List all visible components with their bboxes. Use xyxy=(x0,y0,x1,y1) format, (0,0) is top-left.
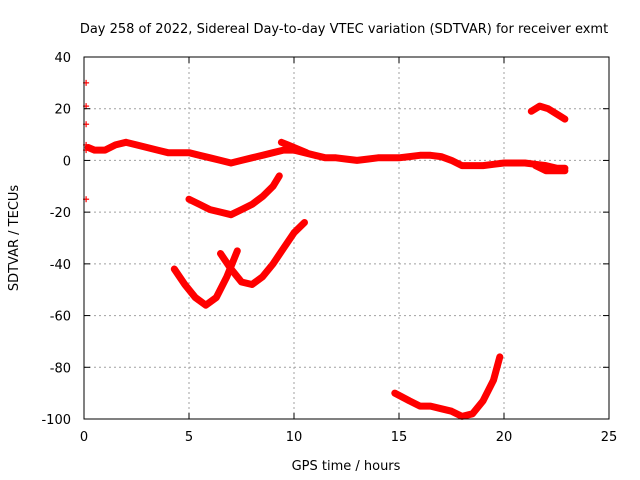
y-tick-label: -20 xyxy=(50,206,71,221)
series-arc-20-top xyxy=(527,102,569,123)
plot-frame xyxy=(83,56,610,420)
y-tick-label: -60 xyxy=(50,310,71,325)
x-tick-labels: 0 5 10 15 20 25 xyxy=(80,430,617,445)
series-arc-95 xyxy=(391,353,504,420)
y-tick-label: 40 xyxy=(54,51,71,66)
chart-title: Day 258 of 2022, Sidereal Day-to-day VTE… xyxy=(80,22,608,37)
y-tick-label: -100 xyxy=(41,413,71,428)
x-tick-label: 0 xyxy=(80,430,88,445)
series-arc-40a xyxy=(170,247,241,309)
y-tick-labels: -100 -80 -60 -40 -20 0 20 40 xyxy=(41,51,71,428)
y-tick-label: 0 xyxy=(63,154,71,169)
series-arc-20 xyxy=(185,172,283,219)
grid-layer xyxy=(84,57,609,419)
series-main-lower-band xyxy=(532,162,569,175)
x-tick-label: 25 xyxy=(601,430,618,445)
series-main-upper-band xyxy=(277,138,311,157)
x-tick-label: 10 xyxy=(286,430,303,445)
y-tick-label: -40 xyxy=(50,258,71,273)
series-layer xyxy=(84,102,569,420)
y-tick-label: -80 xyxy=(50,361,71,376)
y-tick-label: 20 xyxy=(54,103,71,118)
series-main xyxy=(84,138,569,172)
x-tick-label: 20 xyxy=(496,430,513,445)
x-tick-label: 5 xyxy=(185,430,193,445)
x-tick-label: 15 xyxy=(391,430,408,445)
tick-layer xyxy=(83,56,610,420)
y-axis-label: SDTVAR / TECUs xyxy=(7,185,22,292)
series-arc-40b xyxy=(217,219,308,288)
x-axis-label: GPS time / hours xyxy=(292,459,401,474)
